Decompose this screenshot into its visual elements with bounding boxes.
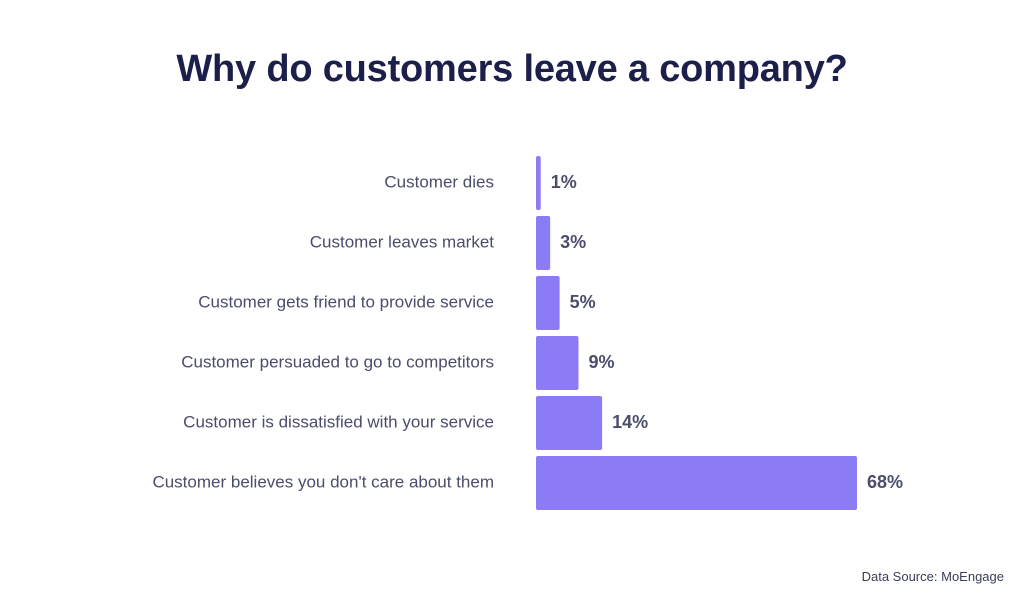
bar (536, 396, 603, 450)
data-source: Data Source: MoEngage (862, 569, 1004, 584)
value-label: 1% (551, 172, 577, 192)
category-label: Customer dies (384, 172, 494, 191)
data-source-label: Data Source: (861, 569, 938, 584)
value-label: 68% (867, 472, 903, 492)
value-label: 14% (612, 412, 648, 432)
category-label: Customer leaves market (310, 232, 495, 251)
category-label: Customer gets friend to provide service (198, 292, 494, 311)
value-label: 9% (588, 352, 614, 372)
value-label: 3% (560, 232, 586, 252)
chart-title: Why do customers leave a company? (176, 48, 848, 90)
data-source-name: MoEngage (941, 569, 1004, 584)
bar (536, 216, 551, 270)
bar (536, 276, 560, 330)
bar (536, 156, 541, 210)
category-label: Customer believes you don't care about t… (152, 472, 494, 491)
category-label: Customer is dissatisfied with your servi… (183, 412, 494, 431)
value-label: 5% (570, 292, 596, 312)
bar (536, 456, 857, 510)
bar (536, 336, 579, 390)
category-label: Customer persuaded to go to competitors (181, 352, 494, 371)
